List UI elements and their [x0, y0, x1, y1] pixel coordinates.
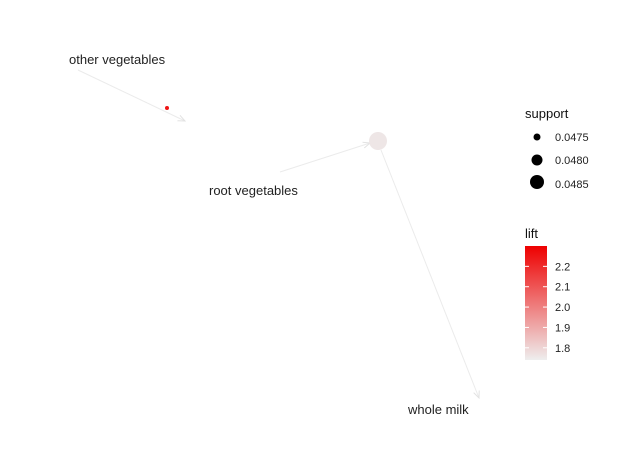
lift-colorbar: [525, 246, 547, 360]
lift-legend-title: lift: [525, 226, 538, 241]
lift-tick-label: 1.8: [555, 343, 570, 355]
support-legend: support 0.0475 0.0480 0.0485: [525, 106, 589, 191]
edge-layer: [77, 69, 479, 398]
rule-node-layer: [165, 106, 387, 150]
support-legend-label: 0.0480: [555, 155, 589, 167]
support-legend-marker: [533, 133, 541, 141]
lift-tick-label: 2.2: [555, 261, 570, 273]
lift-tick-label: 1.9: [555, 322, 570, 334]
lift-tick-label: 2.0: [555, 302, 570, 314]
rule-node[interactable]: [369, 132, 387, 150]
edge-rule2-to-milk: [380, 149, 479, 398]
edge-other-to-rule1: [77, 69, 185, 121]
item-node-whole-milk[interactable]: whole milk: [407, 402, 469, 417]
edge-root-to-rule2: [279, 143, 370, 173]
lift-legend: lift 2.2 2.1 2.0 1.9 1.8: [525, 226, 570, 360]
support-legend-marker: [531, 154, 543, 166]
support-legend-marker: [530, 175, 544, 189]
support-legend-label: 0.0475: [555, 132, 589, 144]
lift-tick-layer: 2.2 2.1 2.0 1.9 1.8: [525, 261, 570, 355]
support-legend-label: 0.0485: [555, 179, 589, 191]
rule-node[interactable]: [165, 106, 169, 110]
item-node-root-vegetables[interactable]: root vegetables: [209, 183, 298, 198]
lift-tick-label: 2.1: [555, 282, 570, 294]
support-legend-title: support: [525, 106, 569, 121]
item-node-other-vegetables[interactable]: other vegetables: [69, 52, 166, 67]
item-label-layer: other vegetables root vegetables whole m…: [69, 52, 469, 417]
